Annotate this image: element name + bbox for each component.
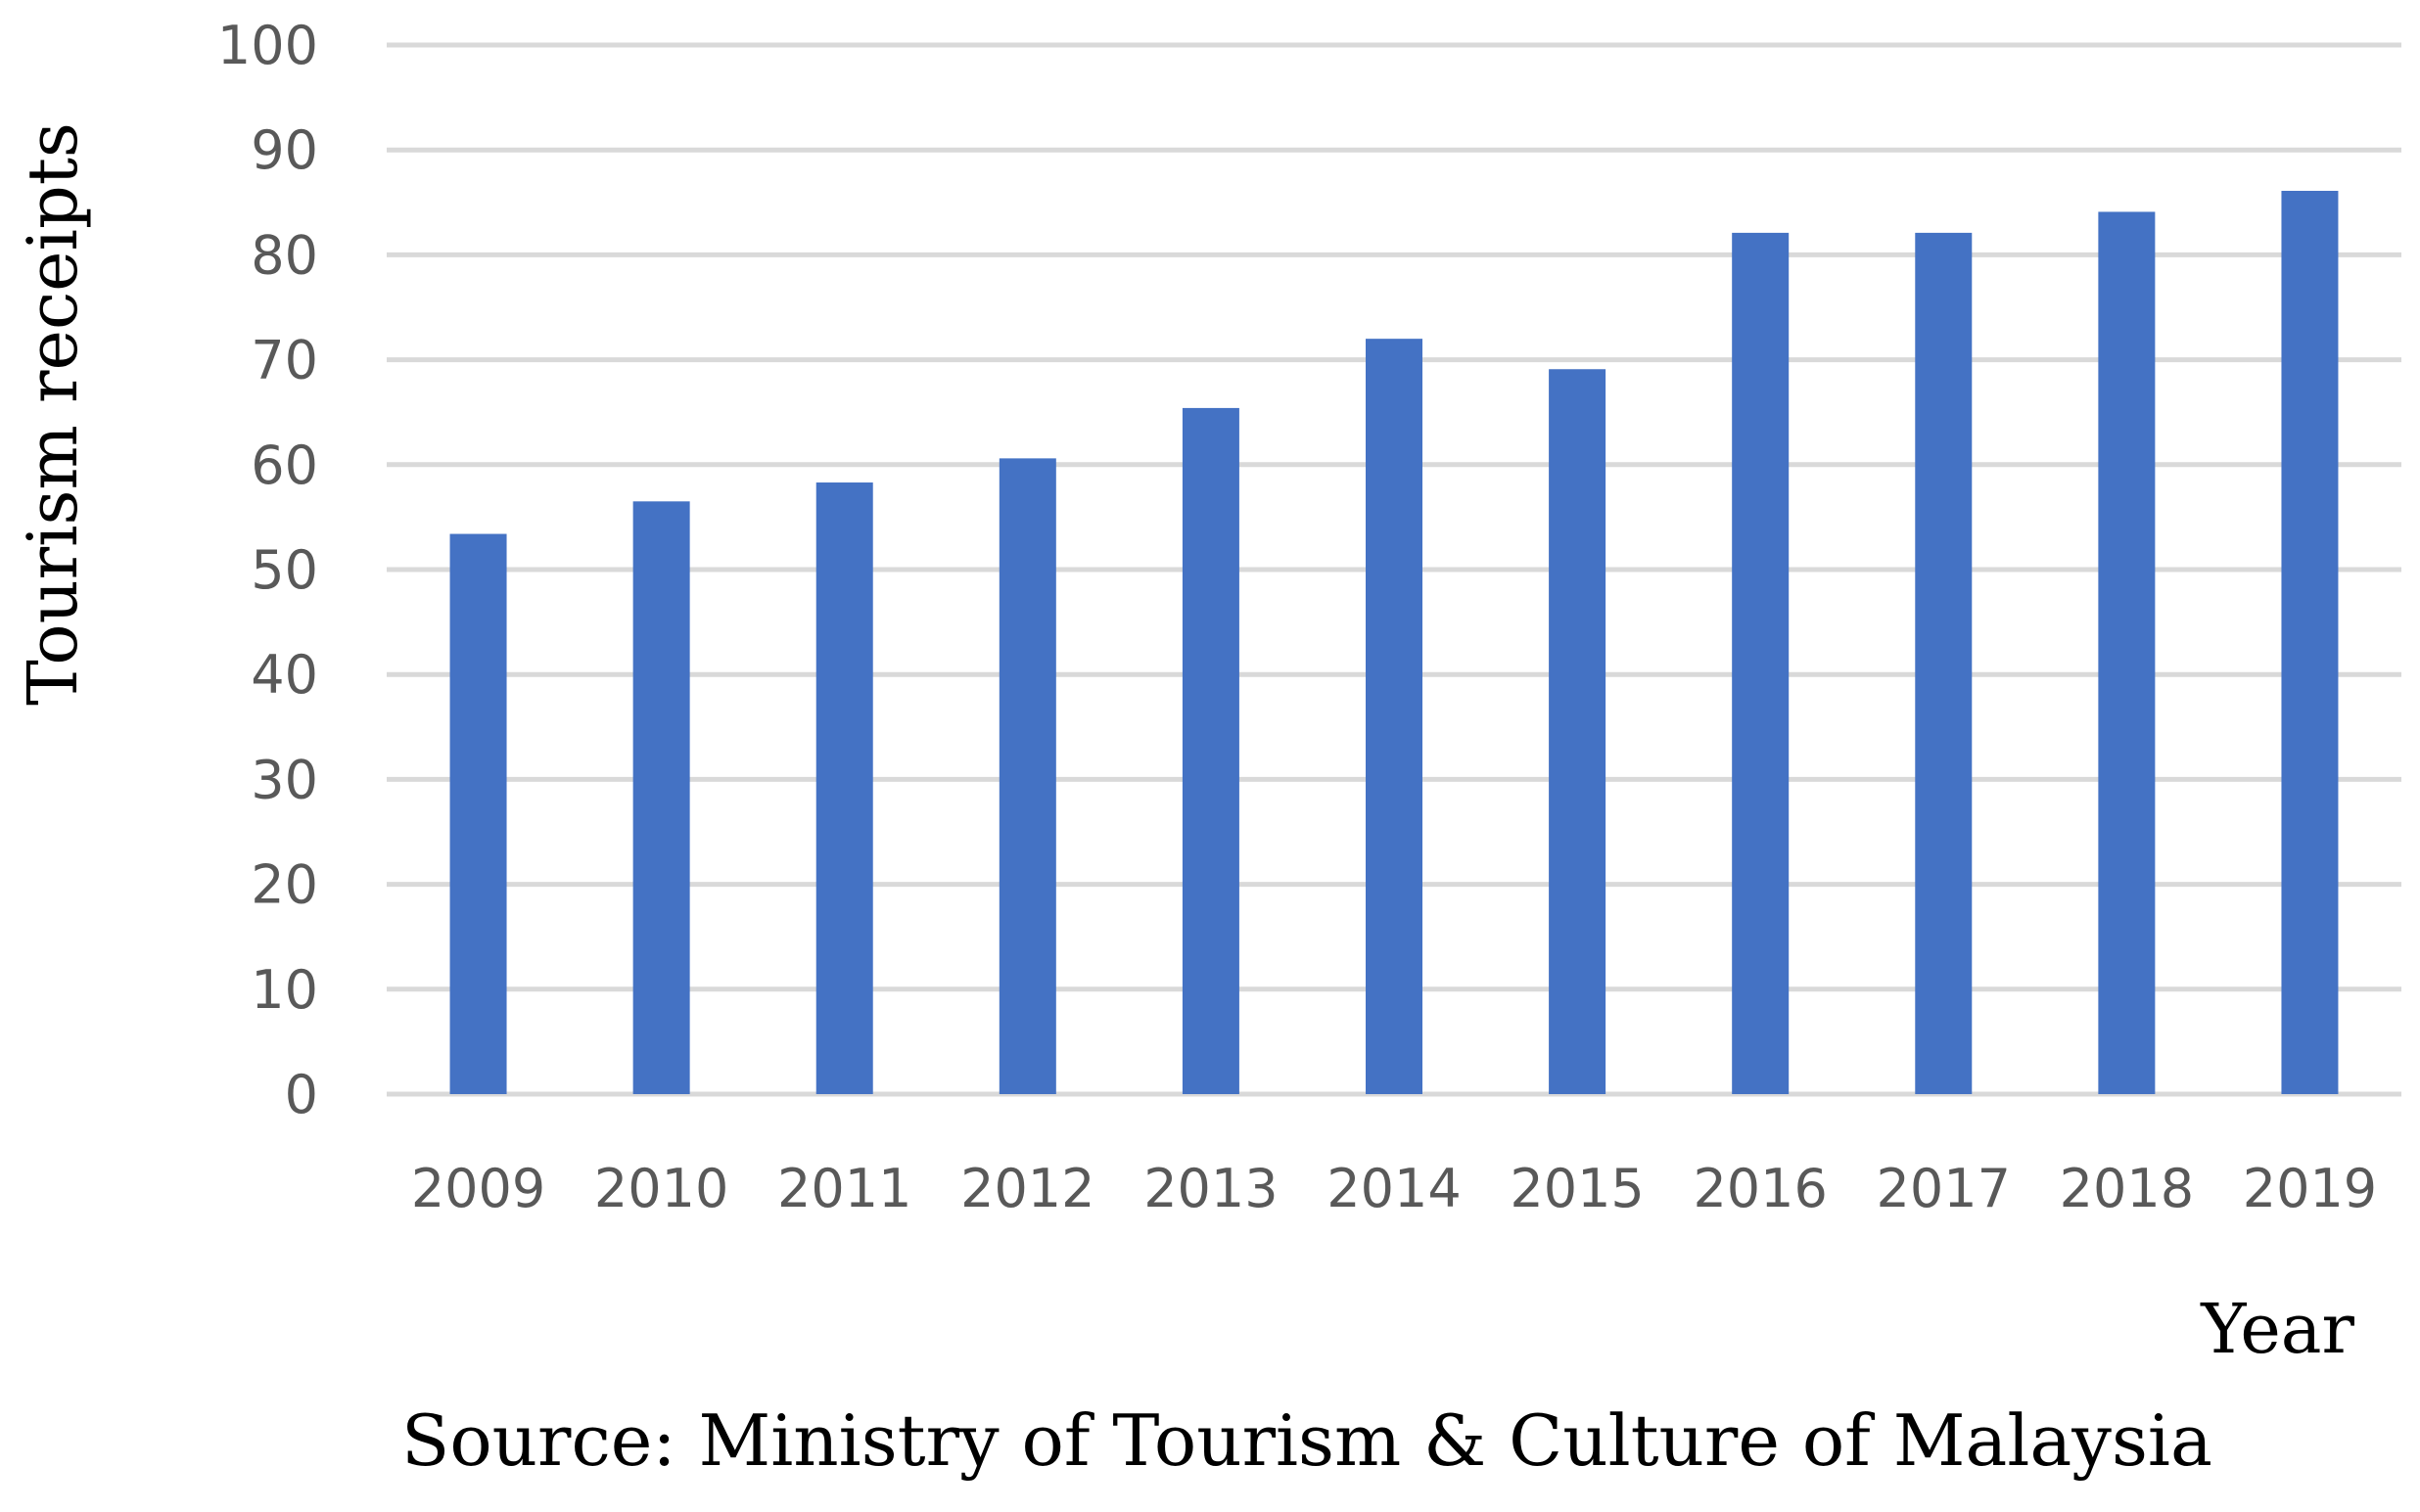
- y-tick-label: 0: [285, 1064, 318, 1125]
- y-tick-label: 50: [251, 539, 318, 601]
- y-tick-label: 80: [251, 224, 318, 286]
- bar-2012: [999, 458, 1056, 1094]
- y-tick-label: 40: [251, 644, 318, 706]
- bar-2016: [1732, 232, 1790, 1094]
- x-tick-label: 2019: [2243, 1158, 2377, 1219]
- bar-2010: [632, 501, 690, 1094]
- bar-2017: [1915, 232, 1973, 1094]
- x-tick-label: 2009: [411, 1158, 545, 1219]
- x-axis-title: Year: [2200, 1289, 2354, 1369]
- bar-2013: [1182, 407, 1239, 1094]
- y-tick-label: 90: [251, 119, 318, 181]
- bar-2014: [1366, 339, 1422, 1094]
- x-tick-label: 2013: [1143, 1158, 1278, 1219]
- x-tick-label: 2016: [1693, 1158, 1827, 1219]
- y-tick-label: 10: [251, 959, 318, 1021]
- bar-2018: [2098, 211, 2156, 1094]
- x-axis-tick-labels: 2009 2010 2011 2012 2013 2014 2015 2016 2017 2018…: [411, 1158, 2377, 1219]
- bar-2009: [449, 533, 507, 1094]
- bar-2011: [815, 482, 873, 1094]
- x-tick-label: 2012: [960, 1158, 1094, 1219]
- x-tick-label: 2014: [1326, 1158, 1461, 1219]
- y-tick-label: 60: [251, 435, 318, 496]
- bars: [449, 191, 2339, 1094]
- x-tick-label: 2010: [594, 1158, 728, 1219]
- x-tick-label: 2017: [1877, 1158, 2011, 1219]
- y-tick-label: 20: [251, 854, 318, 916]
- y-tick-label: 30: [251, 749, 318, 810]
- source-note: Source: Ministry of Tourism & Culture of…: [401, 1399, 2212, 1482]
- bar-2015: [1549, 369, 1606, 1094]
- x-tick-label: 2018: [2060, 1158, 2194, 1219]
- y-tick-label: 100: [217, 15, 318, 76]
- x-tick-label: 2011: [777, 1158, 911, 1219]
- y-axis-title: Tourism receipts: [13, 122, 93, 706]
- y-axis-tick-labels: 0 10 20 30 40 50 60 70 80 90 100: [217, 15, 318, 1125]
- y-tick-label: 70: [251, 330, 318, 391]
- bar-2019: [2281, 191, 2339, 1094]
- x-tick-label: 2015: [1510, 1158, 1644, 1219]
